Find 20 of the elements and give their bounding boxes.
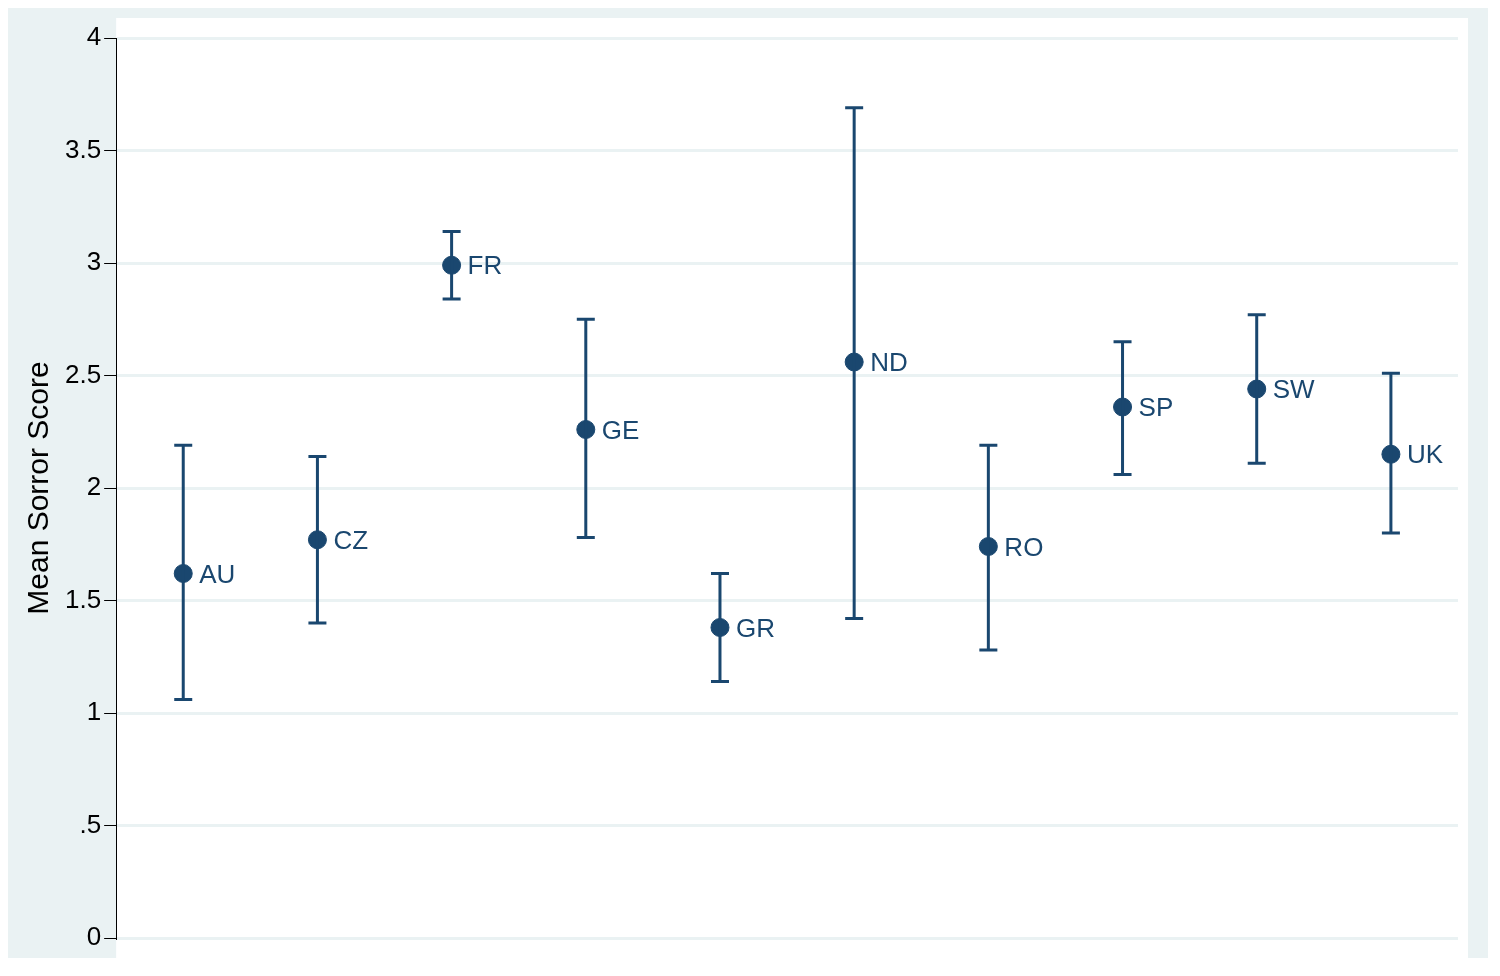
x-tick-label: FR (467, 250, 503, 281)
x-tick-label: CZ (333, 524, 369, 555)
y-tick-label: 2 (86, 471, 102, 502)
y-tick-label: 1.5 (64, 583, 102, 614)
x-tick-label: RO (1004, 531, 1044, 562)
y-tick-label: 3 (86, 246, 102, 277)
y-tick-label: 3.5 (64, 133, 102, 164)
x-tick-label: SP (1138, 392, 1174, 423)
y-tick-label: 2.5 (64, 358, 102, 389)
y-tick-label: 0 (86, 921, 102, 952)
x-tick-label: AU (199, 558, 236, 589)
x-tick-label: GR (735, 612, 775, 643)
x-tick-label: GE (601, 414, 640, 445)
y-tick-label: 4 (86, 21, 102, 52)
y-tick-label: 1 (86, 696, 102, 727)
y-tick-label: .5 (79, 808, 102, 839)
x-tick-label: ND (870, 347, 908, 378)
x-tick-label: SW (1272, 374, 1316, 405)
x-tick-label: UK (1406, 439, 1444, 470)
y-axis-title: Mean Sorror Score (21, 361, 55, 615)
